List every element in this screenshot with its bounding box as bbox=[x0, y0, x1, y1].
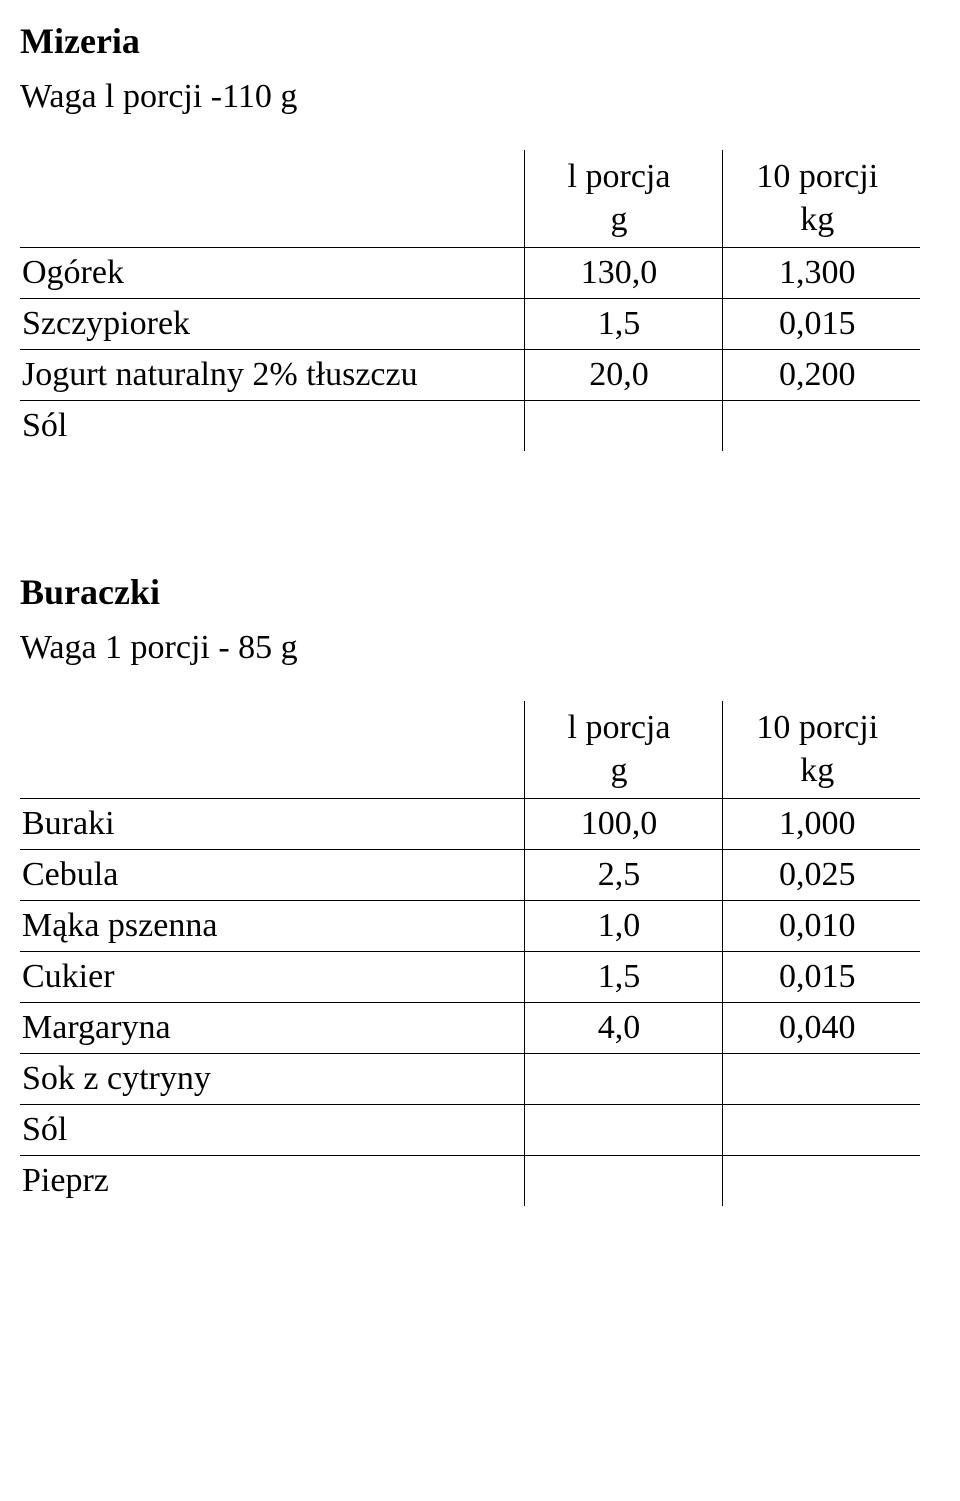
table-header-ten-portions: 10 porcji kg bbox=[722, 150, 920, 248]
ingredient-g bbox=[524, 1054, 722, 1105]
table-header-ten-portions: 10 porcji kg bbox=[722, 701, 920, 799]
ingredient-name: Szczypiorek bbox=[20, 299, 524, 350]
ingredient-name: Mąka pszenna bbox=[20, 901, 524, 952]
table-header-name bbox=[20, 150, 524, 248]
ingredient-g: 1,5 bbox=[524, 952, 722, 1003]
ingredient-name: Cebula bbox=[20, 850, 524, 901]
ingredient-kg: 0,010 bbox=[722, 901, 920, 952]
table-row: Buraki 100,0 1,000 bbox=[20, 799, 920, 850]
table-row: Pieprz bbox=[20, 1156, 920, 1207]
table-row: Sól bbox=[20, 1105, 920, 1156]
table-header-portion: l porcja g bbox=[524, 150, 722, 248]
recipe-block: Buraczki Waga 1 porcji - 85 g l porcja g… bbox=[20, 571, 920, 1206]
recipe-title: Buraczki bbox=[20, 571, 920, 613]
ingredient-g: 2,5 bbox=[524, 850, 722, 901]
recipe-subtitle: Waga 1 porcji - 85 g bbox=[20, 629, 920, 667]
ingredient-kg bbox=[722, 1054, 920, 1105]
ingredient-name: Jogurt naturalny 2% tłuszczu bbox=[20, 350, 524, 401]
ingredient-name: Margaryna bbox=[20, 1003, 524, 1054]
header-line: kg bbox=[725, 750, 911, 793]
table-header-portion: l porcja g bbox=[524, 701, 722, 799]
table-row: Cebula 2,5 0,025 bbox=[20, 850, 920, 901]
ingredient-g: 100,0 bbox=[524, 799, 722, 850]
table-row: Mąka pszenna 1,0 0,010 bbox=[20, 901, 920, 952]
ingredient-g: 20,0 bbox=[524, 350, 722, 401]
header-line: kg bbox=[725, 199, 911, 242]
table-row: Sól bbox=[20, 401, 920, 452]
ingredient-g: 1,0 bbox=[524, 901, 722, 952]
ingredient-kg bbox=[722, 1105, 920, 1156]
ingredient-kg: 0,200 bbox=[722, 350, 920, 401]
recipe-title: Mizeria bbox=[20, 20, 920, 62]
ingredient-g: 130,0 bbox=[524, 248, 722, 299]
table-row: Sok z cytryny bbox=[20, 1054, 920, 1105]
table-row: Ogórek 130,0 1,300 bbox=[20, 248, 920, 299]
ingredient-kg: 0,040 bbox=[722, 1003, 920, 1054]
header-line: l porcja bbox=[527, 707, 712, 750]
ingredient-kg: 0,025 bbox=[722, 850, 920, 901]
ingredient-name: Buraki bbox=[20, 799, 524, 850]
ingredient-name: Sól bbox=[20, 401, 524, 452]
ingredient-g bbox=[524, 401, 722, 452]
header-line: 10 porcji bbox=[725, 156, 911, 199]
recipe-table: l porcja g 10 porcji kg Buraki 100,0 1,0… bbox=[20, 701, 920, 1206]
table-row: Margaryna 4,0 0,040 bbox=[20, 1003, 920, 1054]
table-row: Cukier 1,5 0,015 bbox=[20, 952, 920, 1003]
table-row: Szczypiorek 1,5 0,015 bbox=[20, 299, 920, 350]
header-line: l porcja bbox=[527, 156, 712, 199]
ingredient-kg: 1,000 bbox=[722, 799, 920, 850]
ingredient-kg: 0,015 bbox=[722, 952, 920, 1003]
recipe-subtitle: Waga l porcji -110 g bbox=[20, 78, 920, 116]
table-header-name bbox=[20, 701, 524, 799]
ingredient-kg bbox=[722, 1156, 920, 1207]
ingredient-name: Sól bbox=[20, 1105, 524, 1156]
ingredient-name: Cukier bbox=[20, 952, 524, 1003]
ingredient-kg: 1,300 bbox=[722, 248, 920, 299]
table-row: Jogurt naturalny 2% tłuszczu 20,0 0,200 bbox=[20, 350, 920, 401]
ingredient-name: Pieprz bbox=[20, 1156, 524, 1207]
ingredient-kg: 0,015 bbox=[722, 299, 920, 350]
ingredient-kg bbox=[722, 401, 920, 452]
ingredient-g: 1,5 bbox=[524, 299, 722, 350]
header-line: 10 porcji bbox=[725, 707, 911, 750]
ingredient-name: Sok z cytryny bbox=[20, 1054, 524, 1105]
recipe-block: Mizeria Waga l porcji -110 g l porcja g … bbox=[20, 20, 920, 451]
ingredient-g bbox=[524, 1156, 722, 1207]
recipe-table: l porcja g 10 porcji kg Ogórek 130,0 1,3… bbox=[20, 150, 920, 451]
ingredient-g bbox=[524, 1105, 722, 1156]
ingredient-g: 4,0 bbox=[524, 1003, 722, 1054]
header-line: g bbox=[527, 199, 712, 242]
header-line: g bbox=[527, 750, 712, 793]
ingredient-name: Ogórek bbox=[20, 248, 524, 299]
